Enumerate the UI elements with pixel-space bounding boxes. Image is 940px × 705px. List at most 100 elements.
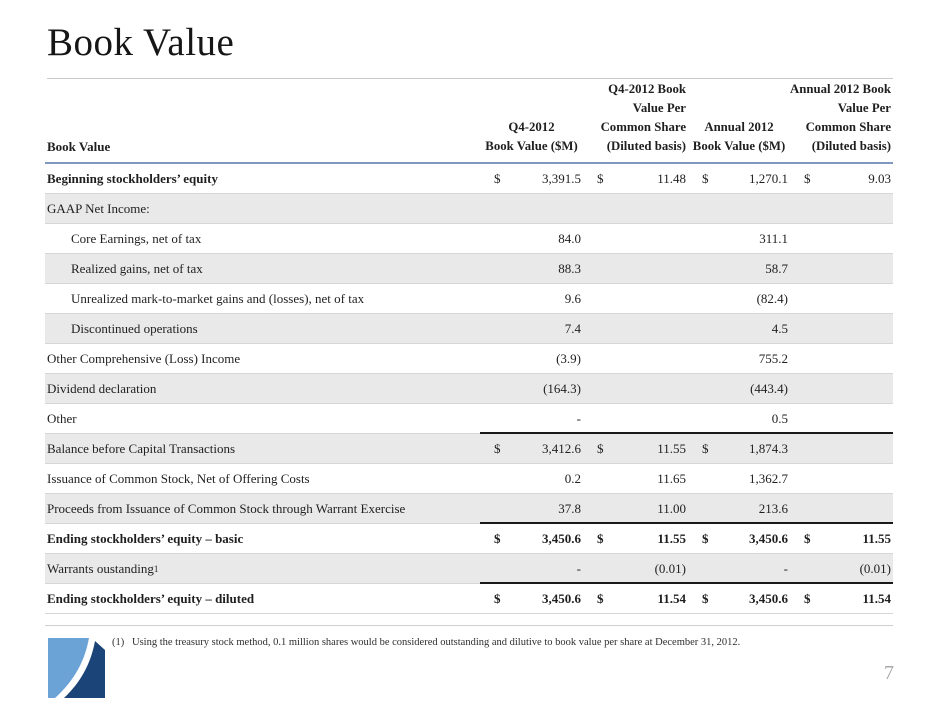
- table-cell: $3,450.6: [480, 524, 583, 553]
- table-cell: -: [480, 404, 583, 433]
- table-cell: 9.6: [480, 284, 583, 313]
- logo-light-swoosh: [48, 638, 89, 698]
- row-label: Balance before Capital Transactions: [45, 434, 480, 463]
- row-label: Ending stockholders’ equity – diluted: [45, 584, 480, 613]
- row-label: Beginning stockholders’ equity: [45, 164, 480, 193]
- table-cell: [583, 194, 688, 223]
- row-values: - (0.01) - (0.01): [480, 554, 893, 584]
- footnote-text: Using the treasury stock method, 0.1 mil…: [132, 637, 741, 648]
- row-label-text: Ending stockholders’ equity – basic: [47, 530, 244, 546]
- table-cell: (0.01): [583, 554, 688, 583]
- cell-value: 11.55: [657, 530, 686, 546]
- table-row: Core Earnings, net of tax 84.0 311.1: [45, 224, 893, 254]
- cell-value: 11.54: [657, 590, 686, 606]
- column-header-line: Value Per: [632, 101, 686, 115]
- cell-value: 0.2: [564, 470, 581, 486]
- table-cell: 213.6: [688, 494, 790, 523]
- row-label: Warrants oustanding 1: [47, 560, 159, 576]
- row-values: 88.3 58.7: [480, 254, 893, 283]
- column-header-line: Annual 2012: [704, 120, 774, 134]
- dollar-sign: $: [494, 530, 501, 546]
- table-cell: 755.2: [688, 344, 790, 373]
- row-label: Proceeds from Issuance of Common Stock t…: [45, 494, 480, 523]
- row-values: (3.9) 755.2: [480, 344, 893, 373]
- table-cell: 58.7: [688, 254, 790, 283]
- cell-value: 755.2: [758, 350, 788, 366]
- dollar-sign: $: [597, 530, 604, 546]
- table-cell: [583, 404, 688, 433]
- footnote: (1) Using the treasury stock method, 0.1 …: [112, 637, 740, 648]
- column-header: Annual 2012 Book Value Per Common Share (Di…: [790, 80, 893, 162]
- column-header-line: (Diluted basis): [811, 139, 891, 153]
- cell-value: (0.01): [654, 560, 686, 576]
- cell-value: 3,450.6: [749, 590, 788, 606]
- cell-value: -: [783, 560, 788, 576]
- column-header-line: Q4-2012: [508, 120, 555, 134]
- table-cell: $3,450.6: [480, 584, 583, 613]
- row-label: Other Comprehensive (Loss) Income: [45, 344, 480, 373]
- row-values: $3,450.6 $11.54 $3,450.6 $11.54: [480, 584, 893, 613]
- row-label-text: Unrealized mark-to-market gains and (los…: [71, 290, 365, 306]
- table-cell: (443.4): [688, 374, 790, 403]
- cell-value: 4.5: [771, 320, 788, 336]
- cell-value: 7.4: [564, 320, 581, 336]
- row-values: 0.2 11.65 1,362.7: [480, 464, 893, 493]
- table-cell: (3.9): [480, 344, 583, 373]
- table-cell: (164.3): [480, 374, 583, 403]
- table-row: Unrealized mark-to-market gains and (los…: [45, 284, 893, 314]
- table-cell: [583, 224, 688, 253]
- logo-dark-swoosh: [64, 641, 105, 698]
- row-label-text: Other: [47, 410, 77, 426]
- cell-value: 3,450.6: [542, 530, 581, 546]
- row-values: $3,391.5 $11.48 $1,270.1 $9.03: [480, 164, 893, 193]
- page-title: Book Value: [47, 21, 235, 64]
- cell-value: -: [576, 560, 581, 576]
- table-cell: 0.5: [688, 404, 790, 433]
- table-cell: [688, 194, 790, 223]
- table-row: GAAP Net Income:: [45, 194, 893, 224]
- table-cell: (0.01): [790, 554, 893, 583]
- dollar-sign: $: [804, 530, 811, 546]
- column-header-line: Q4-2012 Book: [608, 82, 686, 96]
- row-values: - 0.5: [480, 404, 893, 434]
- cell-value: 3,450.6: [749, 530, 788, 546]
- table-cell: [583, 284, 688, 313]
- dollar-sign: $: [597, 170, 604, 186]
- cell-value: 11.54: [862, 590, 891, 606]
- title-divider: [47, 78, 893, 79]
- dollar-sign: $: [494, 170, 501, 186]
- cell-value: 1,362.7: [749, 470, 788, 486]
- table-cell: 37.8: [480, 494, 583, 523]
- cell-value: 213.6: [758, 500, 788, 516]
- dollar-sign: $: [494, 440, 501, 456]
- cell-value: 1,270.1: [749, 170, 788, 186]
- row-values: 9.6 (82.4): [480, 284, 893, 313]
- row-label: Other: [45, 404, 480, 433]
- table-cell: [790, 464, 893, 493]
- table-cell: $9.03: [790, 164, 893, 193]
- row-label-text: Other Comprehensive (Loss) Income: [47, 350, 241, 366]
- row-label: Realized gains, net of tax: [45, 254, 480, 283]
- dollar-sign: $: [702, 440, 709, 456]
- column-header-line: Book Value ($M): [485, 139, 578, 153]
- cell-value: (164.3): [543, 380, 581, 396]
- cell-value: 84.0: [558, 230, 581, 246]
- row-values: (164.3) (443.4): [480, 374, 893, 403]
- table-cell: $1,270.1: [688, 164, 790, 193]
- table-cell: [790, 404, 893, 433]
- table-row: Other Comprehensive (Loss) Income (3.9) 75…: [45, 344, 893, 374]
- table-cell: [790, 434, 893, 463]
- row-label-text: Beginning stockholders’ equity: [47, 170, 218, 186]
- cell-value: (443.4): [750, 380, 788, 396]
- table-cell: [790, 284, 893, 313]
- table-cell: [480, 194, 583, 223]
- row-label-text: Discontinued operations: [71, 320, 198, 336]
- table-cell: [790, 254, 893, 283]
- cell-value: 11.55: [862, 530, 891, 546]
- dollar-sign: $: [702, 170, 709, 186]
- table-cell: [790, 494, 893, 523]
- dollar-sign: $: [702, 590, 709, 606]
- table-cell: $11.48: [583, 164, 688, 193]
- table-row: Other - 0.5: [45, 404, 893, 434]
- cell-value: 58.7: [765, 260, 788, 276]
